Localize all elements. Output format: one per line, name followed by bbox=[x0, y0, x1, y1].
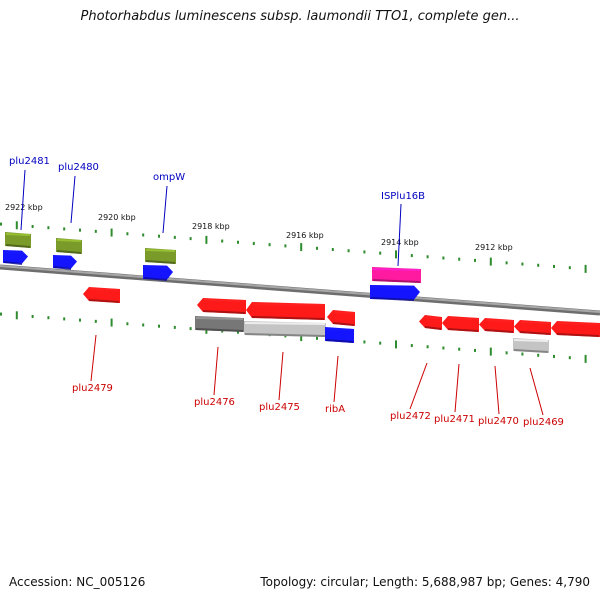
gene-red-feature[interactable] bbox=[246, 302, 325, 320]
accession-text: Accession: NC_005126 bbox=[9, 575, 146, 589]
position-label: 2914 kbp bbox=[381, 238, 419, 247]
gene-pink-feature[interactable] bbox=[372, 267, 421, 283]
label-leader-line bbox=[333, 355, 339, 403]
genome-summary-text: Topology: circular; Length: 5,688,987 bp… bbox=[260, 575, 590, 589]
position-label: 2916 kbp bbox=[286, 231, 324, 240]
gene-red-feature[interactable] bbox=[327, 310, 355, 326]
gene-red-feature[interactable] bbox=[197, 298, 246, 314]
label-leader-line bbox=[162, 185, 168, 234]
map-title: Photorhabdus luminescens subsp. laumondi… bbox=[80, 9, 520, 24]
gene-olive-feature[interactable] bbox=[56, 238, 82, 254]
gene-gray-feature[interactable] bbox=[195, 316, 244, 332]
label-leader-line bbox=[213, 346, 219, 396]
gene-red-feature[interactable] bbox=[479, 318, 514, 333]
position-label: 2922 kbp bbox=[5, 203, 43, 212]
label-leader-line bbox=[454, 363, 460, 413]
gene-red-feature[interactable] bbox=[83, 287, 120, 303]
gene-label[interactable]: plu2479 bbox=[72, 383, 113, 394]
gene-blue-feature[interactable] bbox=[53, 255, 77, 270]
genome-backbone bbox=[0, 264, 600, 316]
label-leader-line bbox=[409, 362, 428, 410]
gene-label[interactable]: ISPlu16B bbox=[381, 191, 425, 202]
gene-blue-feature[interactable] bbox=[3, 250, 28, 265]
gene-red-feature[interactable] bbox=[442, 316, 479, 332]
position-label: 2912 kbp bbox=[475, 243, 513, 252]
label-leader-line bbox=[494, 365, 500, 415]
gene-red-feature[interactable] bbox=[514, 320, 551, 335]
gene-label[interactable]: ompW bbox=[153, 172, 185, 183]
gene-lightgray-feature[interactable] bbox=[244, 321, 326, 337]
position-label: 2918 kbp bbox=[192, 222, 230, 231]
label-leader-line bbox=[90, 334, 97, 382]
gene-blue-feature[interactable] bbox=[325, 327, 354, 343]
gene-olive-feature[interactable] bbox=[5, 232, 31, 248]
label-leader-line bbox=[20, 169, 26, 231]
label-leader-line bbox=[529, 367, 544, 416]
gene-track bbox=[3, 232, 600, 353]
gene-olive-feature[interactable] bbox=[145, 248, 176, 264]
gene-label[interactable]: plu2469 bbox=[523, 417, 564, 428]
gene-red-feature[interactable] bbox=[419, 315, 442, 330]
gene-label[interactable]: plu2480 bbox=[58, 162, 99, 173]
gene-lightgray-feature[interactable] bbox=[513, 338, 549, 353]
gene-label[interactable]: plu2472 bbox=[390, 411, 431, 422]
label-leader-line bbox=[70, 175, 76, 224]
gene-red-feature[interactable] bbox=[551, 321, 600, 337]
label-leader-line bbox=[278, 351, 284, 401]
gene-label[interactable]: ribA bbox=[325, 404, 345, 415]
position-label: 2920 kbp bbox=[98, 213, 136, 222]
gene-label[interactable]: plu2475 bbox=[259, 402, 300, 413]
label-leader-line bbox=[397, 203, 402, 267]
gene-label[interactable]: plu2481 bbox=[9, 156, 50, 167]
position-labels: 2922 kbp 2920 kbp 2918 kbp 2916 kbp 2914… bbox=[5, 203, 513, 252]
gene-label[interactable]: plu2471 bbox=[434, 414, 475, 425]
label-leaders bbox=[20, 169, 544, 416]
gene-label[interactable]: plu2470 bbox=[478, 416, 519, 427]
gene-blue-feature[interactable] bbox=[370, 285, 420, 301]
gene-labels: plu2481 plu2480 ompW ISPlu16B plu2479 plu2476… bbox=[9, 156, 564, 428]
gene-label[interactable]: plu2476 bbox=[194, 397, 235, 408]
gene-blue-feature[interactable] bbox=[143, 265, 173, 281]
